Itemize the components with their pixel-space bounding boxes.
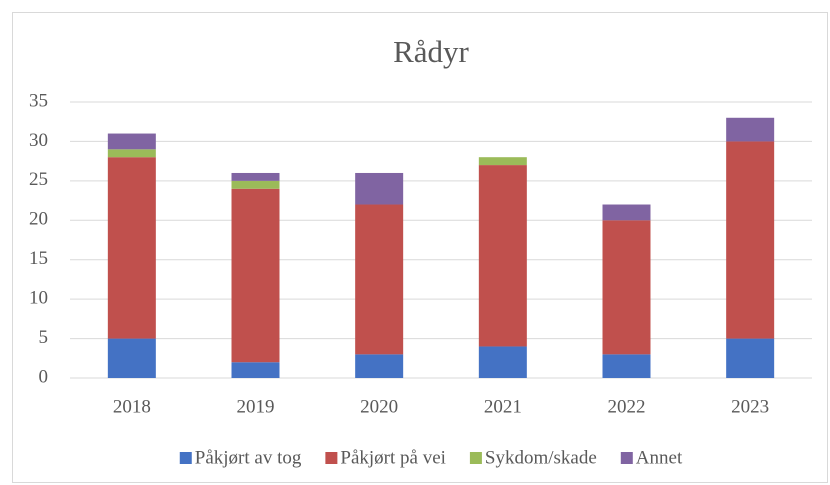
x-tick-label: 2021 [484,396,522,417]
bar-segment [231,188,280,363]
bar-segment [478,157,527,166]
bar-segment [726,338,775,378]
legend-swatch [469,452,482,464]
x-tick-label: 2022 [608,396,646,417]
legend-swatch [620,452,633,464]
x-tick-label: 2020 [360,396,398,417]
legend-swatch [325,452,338,464]
x-tick-label: 2023 [731,396,769,417]
y-tick-label: 20 [29,209,48,230]
bar-segment [231,172,280,181]
bar-segment [355,204,404,355]
bar-segment [355,354,404,378]
legend-label: Påkjørt på vei [340,447,446,468]
legend-label: Annet [636,447,683,468]
bar-segment [726,141,775,339]
bar-segment [231,180,280,189]
x-tick-label: 2019 [237,396,275,417]
y-tick-label: 0 [39,366,49,387]
legend-label: Påkjørt av tog [195,447,302,468]
bar-segment [107,133,156,150]
y-tick-label: 5 [39,327,49,348]
x-tick-label: 2018 [113,396,151,417]
y-tick-label: 10 [29,288,48,309]
y-tick-label: 15 [29,248,48,269]
bar-segment [107,157,156,339]
legend-swatch [179,452,192,464]
y-tick-label: 30 [29,130,48,151]
bar-segment [602,354,651,378]
legend-label: Sykdom/skade [485,447,597,468]
y-tick-label: 35 [29,90,48,111]
bar-segment [478,165,527,347]
chart-title: Rådyr [393,34,469,69]
bar-segment [602,204,651,221]
bar-segment [107,338,156,378]
bar-segment [355,172,404,205]
bar-segment [726,117,775,142]
bar-segment [478,346,527,378]
bar-segment [231,362,280,378]
bar-segment [602,220,651,355]
y-tick-label: 25 [29,169,48,190]
bar-segment [107,149,156,158]
